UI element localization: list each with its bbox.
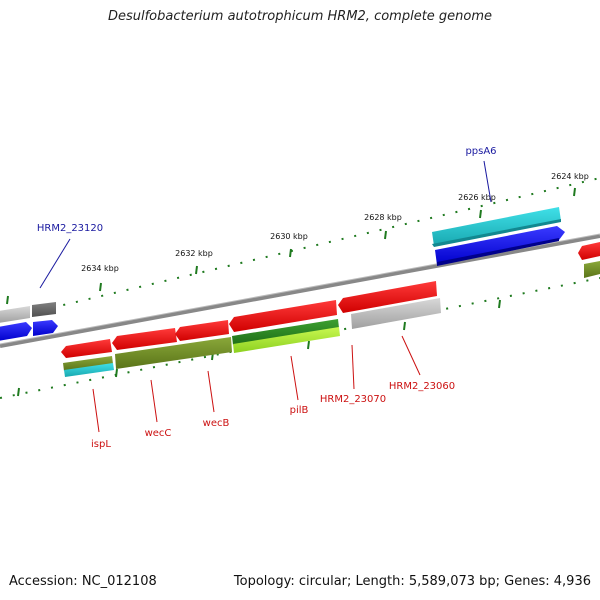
feature-wecC-olive[interactable]	[115, 337, 232, 369]
leader-lines	[39, 160, 492, 433]
feature-pilB-red[interactable]	[229, 300, 337, 332]
feature-hrm2-23120-gray[interactable]	[0, 306, 30, 323]
feature-ispL-red[interactable]	[61, 339, 112, 358]
feature-pilB-lime[interactable]	[233, 327, 340, 353]
gene-label-hrm2-23070[interactable]: HRM2_23070	[320, 394, 386, 405]
gene-label-hrm2-23120[interactable]: HRM2_23120	[37, 223, 103, 234]
feature-ppsA6-cyan[interactable]	[432, 207, 561, 247]
feature-ispL-cyan[interactable]	[64, 363, 114, 377]
scale-label-2630: 2630 kbp	[270, 232, 308, 241]
gene-label-wecC[interactable]: wecC	[145, 428, 172, 439]
feature-blue-left-2[interactable]	[33, 320, 58, 336]
feature-blue-left-1[interactable]	[0, 322, 32, 341]
feature-pilB-green[interactable]	[232, 319, 339, 345]
gene-label-wecB[interactable]: wecB	[203, 418, 230, 429]
gene-label-ppsA6[interactable]: ppsA6	[465, 146, 496, 157]
genome-backbone	[0, 234, 600, 348]
scale-label-2632: 2632 kbp	[175, 249, 213, 258]
feature-hrm2-23120-dark[interactable]	[32, 302, 56, 317]
feature-hrm2-23070-red[interactable]	[338, 281, 437, 313]
outer-scale-major-ticks	[6, 187, 576, 305]
feature-hrm2-23060-gray[interactable]	[351, 298, 441, 329]
scale-label-2634: 2634 kbp	[81, 264, 119, 273]
gene-label-ispL[interactable]: ispL	[91, 439, 111, 450]
feature-olive-edge[interactable]	[584, 261, 600, 278]
genome-summary-text: Topology: circular; Length: 5,589,073 bp…	[233, 574, 591, 589]
feature-wecB-red[interactable]	[175, 320, 229, 341]
feature-wecC-red[interactable]	[112, 328, 177, 350]
scale-label-2626: 2626 kbp	[458, 193, 496, 202]
accession-text: Accession: NC_012108	[9, 574, 157, 589]
gene-label-pilB[interactable]: pilB	[290, 405, 309, 416]
gene-label-hrm2-23060[interactable]: HRM2_23060	[389, 381, 455, 392]
feature-blue-right[interactable]	[435, 226, 565, 266]
feature-red-edge[interactable]	[578, 242, 600, 260]
map-title: Desulfobacterium autotrophicum HRM2, com…	[107, 9, 493, 24]
feature-ispL-olive[interactable]	[63, 356, 113, 371]
scale-label-2628: 2628 kbp	[364, 213, 402, 222]
scale-label-2624: 2624 kbp	[551, 172, 589, 181]
